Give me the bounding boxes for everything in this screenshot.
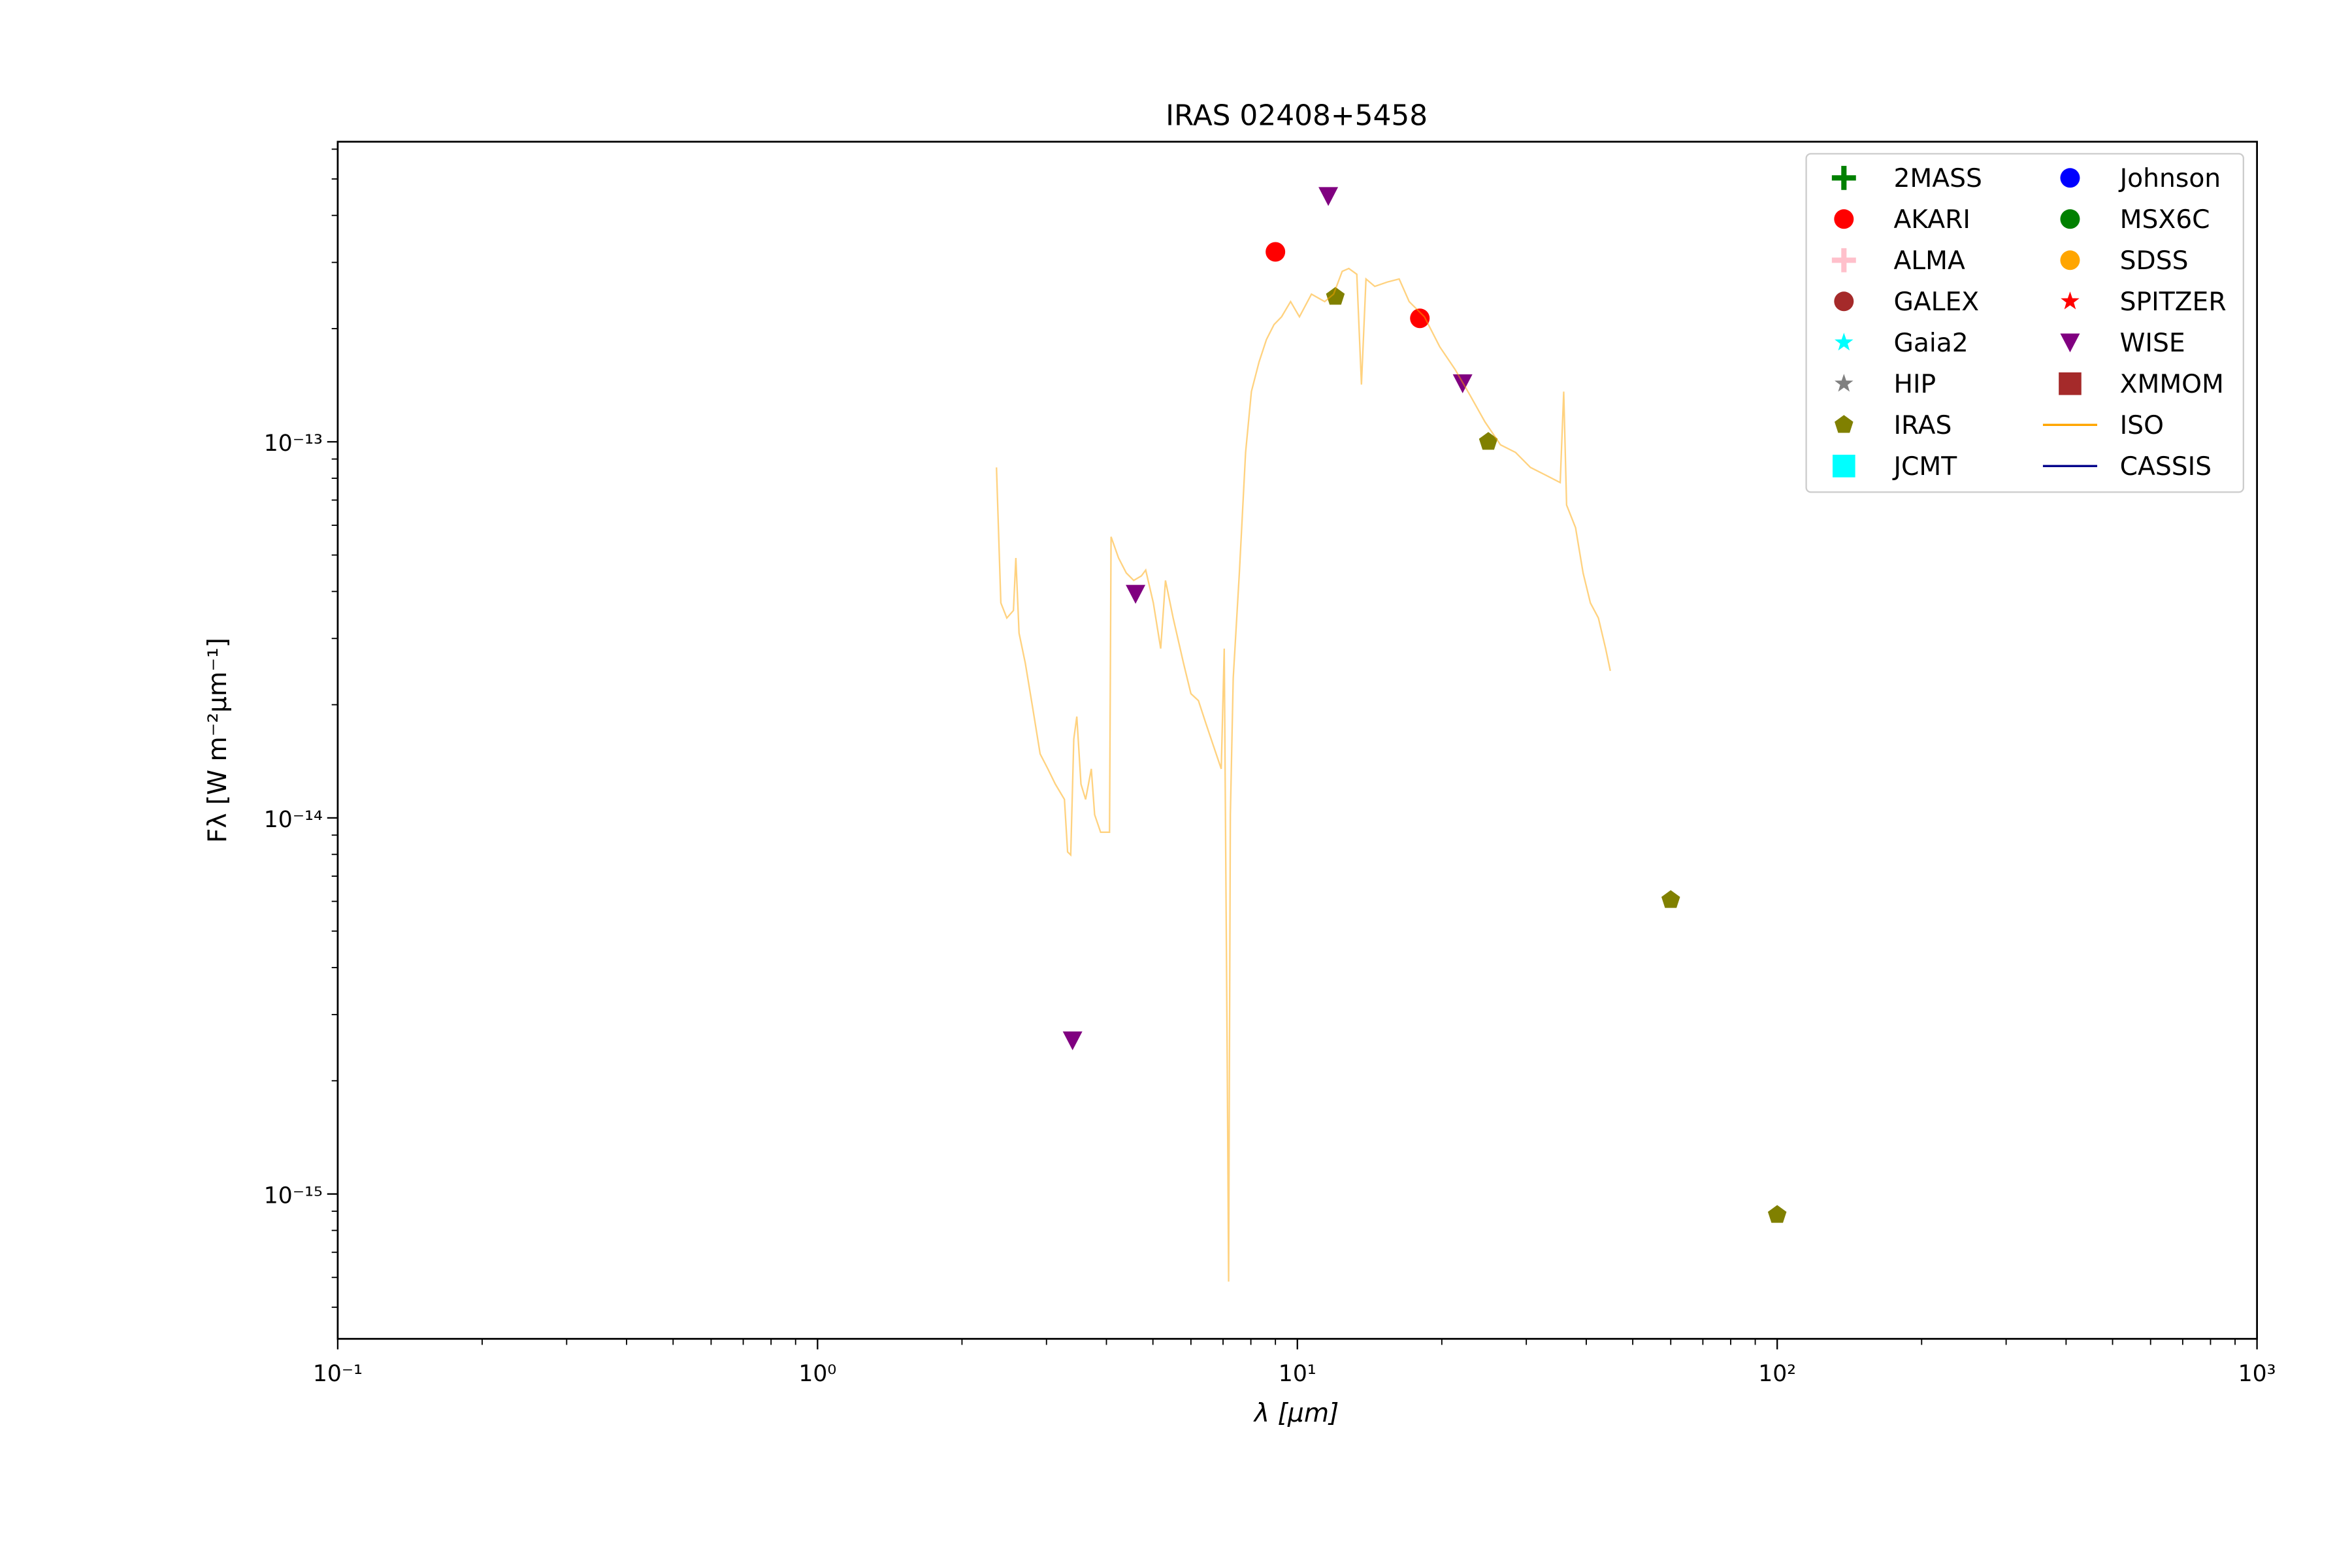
marker — [1661, 890, 1680, 908]
x-tick-label: 10³ — [2238, 1361, 2276, 1387]
legend-label: HIP — [1893, 370, 1936, 399]
legend-marker — [2060, 209, 2080, 229]
y-tick-label: 10⁻¹⁵ — [264, 1183, 323, 1209]
y-tick-label: 10⁻¹⁴ — [264, 807, 323, 833]
marker — [1318, 187, 1339, 206]
legend-label: SPITZER — [2120, 287, 2227, 317]
legend-marker — [1835, 333, 1854, 351]
marker — [1062, 1031, 1083, 1051]
legend-label: AKARI — [1893, 205, 1970, 235]
legend-marker — [1831, 165, 1856, 190]
legend-marker — [2061, 291, 2080, 310]
x-tick-label: 10¹ — [1279, 1361, 1316, 1387]
legend-marker — [2060, 333, 2080, 353]
chart-title: IRAS 02408+5458 — [1166, 99, 1428, 133]
legend-box — [1805, 153, 2244, 493]
marker — [1266, 242, 1286, 262]
marker — [1478, 432, 1498, 450]
legend-marker — [2060, 250, 2080, 270]
legend-marker — [1835, 374, 1854, 392]
legend-label: IRAS — [1893, 411, 1952, 440]
legend-marker — [1835, 415, 1854, 433]
legend-label: CASSIS — [2120, 452, 2212, 482]
legend-marker — [2060, 168, 2080, 188]
plot-area — [996, 187, 1787, 1282]
legend-label: MSX6C — [2120, 205, 2210, 235]
marker — [1326, 287, 1345, 305]
legend-label: GALEX — [1893, 287, 1979, 317]
legend-label: JCMT — [1891, 452, 1957, 482]
x-tick-label: 10⁻¹ — [313, 1361, 363, 1387]
legend-marker — [1831, 248, 1856, 272]
marker — [1410, 308, 1430, 329]
legend-label: ISO — [2120, 411, 2164, 440]
legend-label: Gaia2 — [1893, 329, 1968, 358]
legend-label: XMMOM — [2120, 370, 2224, 399]
marker — [1767, 1205, 1787, 1223]
legend-marker — [1834, 291, 1854, 312]
marker — [1126, 585, 1146, 604]
legend-marker — [1833, 455, 1855, 478]
legend-label: SDSS — [2120, 246, 2189, 276]
x-axis-label: λ [μm] — [1253, 1399, 1339, 1428]
legend-label: 2MASS — [1893, 164, 1982, 193]
legend-label: Johnson — [2118, 164, 2221, 193]
legend-label: ALMA — [1893, 246, 1965, 276]
y-axis-label: Fλ [W m⁻²μm⁻¹] — [203, 638, 233, 843]
plot-frame — [336, 140, 2258, 1340]
y-tick-label: 10⁻¹³ — [264, 431, 323, 457]
legend-marker — [2059, 372, 2082, 395]
x-tick-label: 10⁰ — [798, 1361, 836, 1387]
x-tick-label: 10² — [1758, 1361, 1796, 1387]
legend-marker — [1834, 209, 1854, 229]
legend-label: WISE — [2120, 329, 2185, 358]
spectrum-line — [996, 267, 1611, 1282]
